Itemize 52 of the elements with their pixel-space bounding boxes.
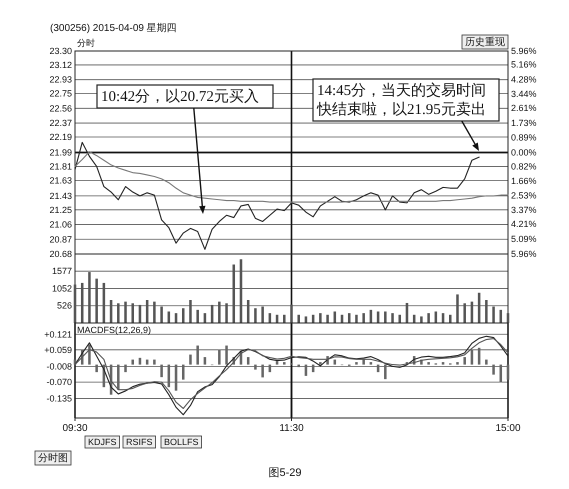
y-tick-label: 20.68 xyxy=(49,249,72,259)
y-tick-label: 23.12 xyxy=(49,60,72,70)
text: 历史重现 xyxy=(465,36,505,48)
x-tick-label: 15:00 xyxy=(495,423,521,434)
annotation: 10:42分，以20.72元买入 xyxy=(101,88,259,105)
y2-tick-label: 5.96% xyxy=(511,46,537,56)
y-tick-label: 21.81 xyxy=(49,161,72,172)
y2-tick-label: 5.16% xyxy=(511,60,537,70)
y-tick-label: -0.135 xyxy=(46,393,72,404)
text: 分时 xyxy=(77,38,95,48)
y-tick-label: 23.30 xyxy=(49,46,72,56)
y2-tick-label: 1.66% xyxy=(511,176,537,186)
y2-tick-label: 1.73% xyxy=(511,118,537,128)
chart-title: (300256) 2015-04-09 星期四 xyxy=(50,22,177,34)
y2-tick-label: 0.82% xyxy=(511,161,537,172)
y-tick-label: -0.008 xyxy=(46,362,72,372)
y2-tick-label: 3.44% xyxy=(511,88,537,99)
y-tick-label: 1577 xyxy=(52,266,72,276)
x-tick-label: 09:30 xyxy=(62,423,88,434)
y2-tick-label: 4.21% xyxy=(511,219,537,230)
x-tick-label: 11:30 xyxy=(279,423,304,434)
text: BOLLFS xyxy=(164,437,199,447)
y-tick-label: 526 xyxy=(56,300,72,311)
y-tick-label: 21.99 xyxy=(49,148,72,158)
annotation: 14:45分，当天的交易时间快结束啦，以21.95元卖出 xyxy=(316,82,486,118)
y-tick-label: +0.059 xyxy=(44,344,72,355)
chart-title: MACDFS(12,26,9) xyxy=(77,325,152,335)
y-tick-label: 21.25 xyxy=(49,204,72,215)
y2-tick-label: 0.89% xyxy=(511,132,537,142)
text: 分时图 xyxy=(38,452,68,464)
caption: 图5-29 xyxy=(268,467,302,479)
y-tick-label: 20.87 xyxy=(49,234,72,244)
y2-tick-label: 0.00% xyxy=(511,148,537,158)
y2-tick-label: 3.37% xyxy=(511,204,537,215)
y-tick-label: +0.121 xyxy=(44,329,72,340)
y-tick-label: 22.56 xyxy=(49,103,72,114)
y2-tick-label: 2.61% xyxy=(511,103,537,114)
text: RSIFS xyxy=(126,437,153,447)
y-tick-label: 22.75 xyxy=(49,88,72,99)
y-tick-label: 21.63 xyxy=(49,175,72,186)
y-tick-label: 21.06 xyxy=(49,220,72,230)
y-tick-label: 22.19 xyxy=(49,132,72,142)
y-tick-label: 21.43 xyxy=(49,190,72,201)
y-tick-label: 1052 xyxy=(52,283,72,294)
y-tick-label: 22.93 xyxy=(49,74,72,85)
y2-tick-label: 5.09% xyxy=(511,234,537,244)
y-tick-label: -0.070 xyxy=(46,377,72,388)
y2-tick-label: 2.53% xyxy=(511,190,537,201)
y-tick-label: 22.37 xyxy=(49,118,72,128)
text: KDJFS xyxy=(88,437,117,447)
y2-tick-label: 5.96% xyxy=(511,249,537,259)
y2-tick-label: 4.28% xyxy=(511,74,537,85)
